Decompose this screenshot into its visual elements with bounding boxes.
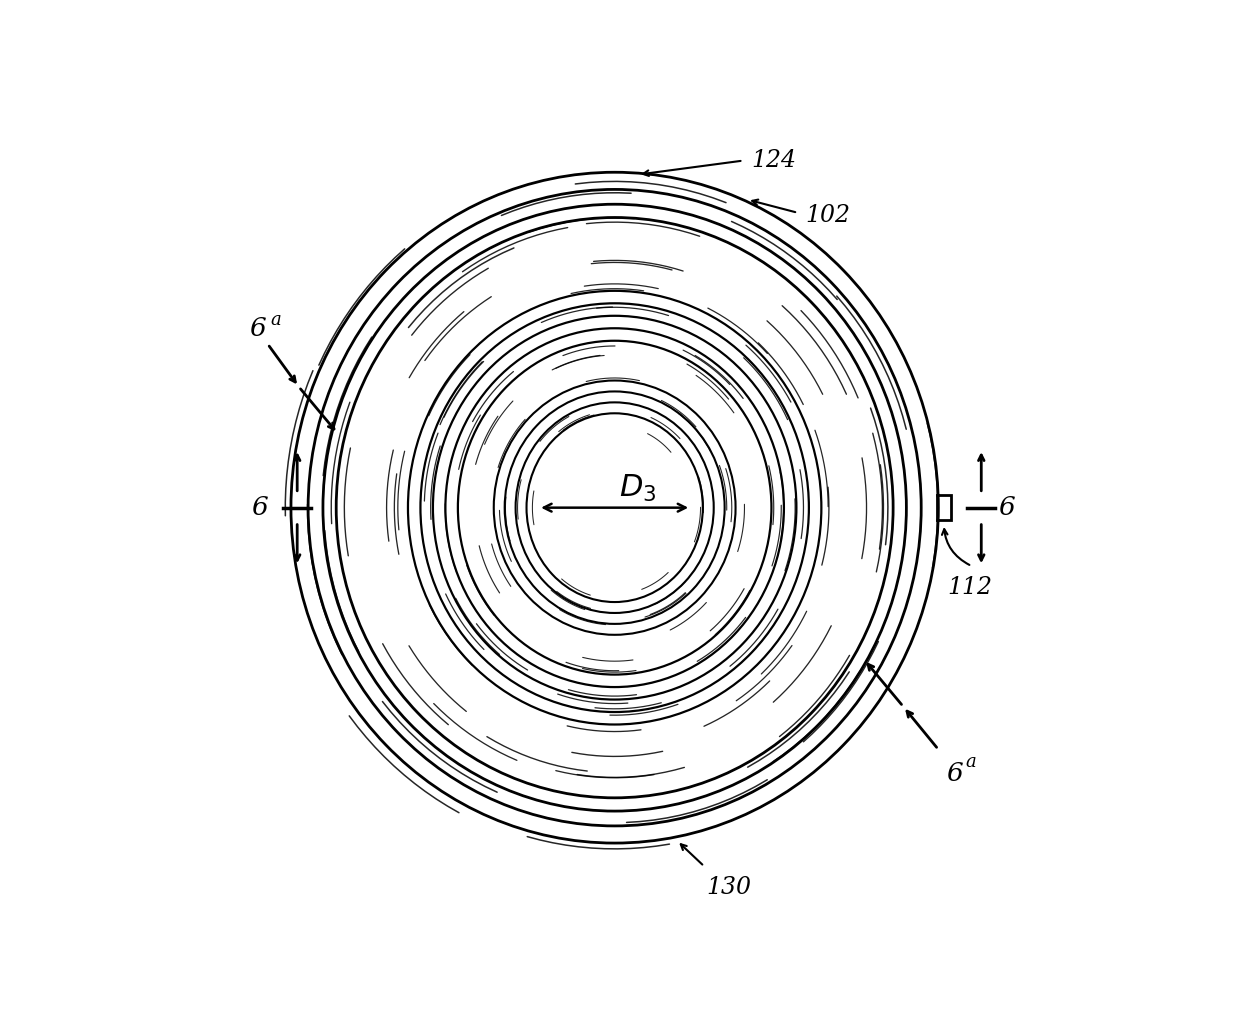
Text: 102: 102 <box>806 204 850 227</box>
Text: $D_3$: $D_3$ <box>619 473 656 503</box>
Text: 112: 112 <box>947 576 992 600</box>
Text: a: a <box>270 311 280 329</box>
Text: 130: 130 <box>707 876 752 899</box>
Text: 124: 124 <box>751 149 796 172</box>
Text: a: a <box>966 754 976 771</box>
Text: 6: 6 <box>946 761 962 786</box>
Bar <box>936 495 951 520</box>
Text: 6: 6 <box>249 316 266 340</box>
Text: 6: 6 <box>251 495 268 520</box>
Text: 6: 6 <box>998 495 1016 520</box>
